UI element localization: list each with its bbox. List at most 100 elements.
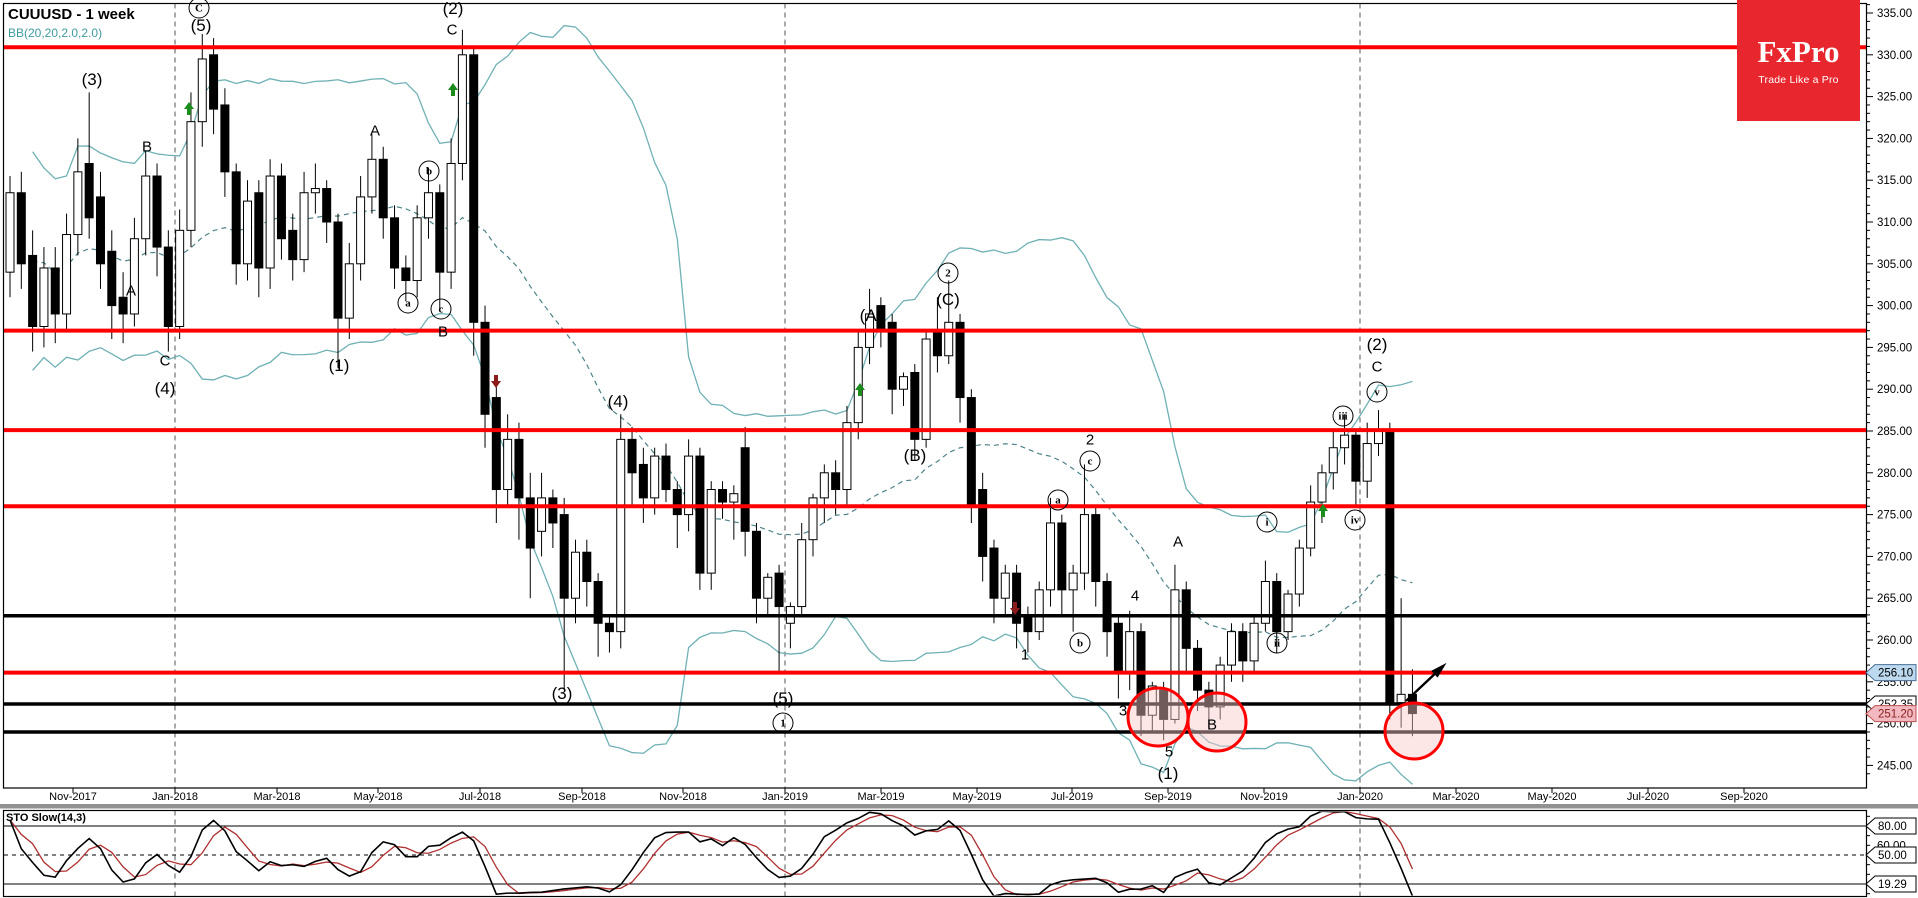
- price-tag-256.10: [1865, 664, 1917, 682]
- candle-down: [627, 438, 637, 474]
- highlight-ellipse: [1186, 691, 1248, 753]
- stochastic-panel: [4, 811, 1866, 896]
- candle-up: [39, 267, 49, 328]
- candle-down: [231, 171, 241, 265]
- candle-up: [423, 192, 433, 219]
- wave-label: (3): [551, 684, 573, 703]
- wave-label: C: [159, 352, 171, 370]
- wave-label: (4): [154, 379, 176, 398]
- candle-up: [1068, 572, 1078, 591]
- candle-up: [1125, 631, 1135, 674]
- candle-down: [469, 54, 479, 323]
- candle-down: [514, 438, 524, 499]
- wave-label: C: [446, 21, 458, 39]
- candle-down: [333, 221, 343, 319]
- wave-label: B: [437, 323, 449, 341]
- candle-down: [548, 497, 558, 524]
- price-axis-label: 265.00: [1877, 593, 1912, 605]
- candle-up: [1079, 514, 1089, 574]
- candle-up: [537, 497, 547, 532]
- wave-label-circled: iv: [1344, 509, 1366, 531]
- candle-down: [378, 158, 388, 219]
- price-axis-label: 290.00: [1877, 384, 1912, 396]
- green-up-arrow: [855, 383, 865, 396]
- date-axis-label: Jan-2020: [1337, 791, 1383, 803]
- candle-up: [197, 58, 207, 123]
- candle-down: [1238, 631, 1248, 662]
- candle-down: [1351, 434, 1361, 482]
- wave-label-circled: i: [1256, 511, 1278, 533]
- candle-down: [695, 455, 705, 574]
- wave-label: (C): [936, 290, 960, 309]
- candle-up: [1260, 580, 1270, 624]
- candle-up: [1362, 443, 1372, 482]
- candle-up: [5, 192, 15, 273]
- candle-down: [84, 162, 94, 219]
- candle-up: [1170, 589, 1180, 720]
- date-axis-label: Jul-2018: [458, 791, 502, 803]
- fxpro-logo: FxPro Trade Like a Pro: [1737, 0, 1860, 121]
- candle-up: [1147, 685, 1157, 716]
- candle-down: [480, 321, 490, 415]
- date-axis-label: Jul-2020: [1626, 791, 1670, 803]
- sto-panel-border: [2, 809, 1868, 898]
- candle-down: [16, 192, 26, 265]
- candle-down: [288, 229, 298, 261]
- projection-arrow: [1405, 668, 1441, 702]
- horizontal-levels: [4, 45, 1866, 734]
- candle-down: [276, 175, 286, 240]
- date-axis-label: Mar-2019: [857, 791, 905, 803]
- date-axis-label: Mar-2018: [253, 791, 301, 803]
- candle-up: [1034, 589, 1044, 633]
- candle-up: [684, 455, 694, 516]
- candle-up: [265, 175, 275, 269]
- candle-down: [582, 551, 592, 582]
- price-axis-label: 300.00: [1877, 301, 1912, 313]
- date-axis-label: Nov-2019: [1240, 791, 1288, 803]
- candle-down: [107, 250, 117, 307]
- wave-label: C: [1371, 358, 1383, 376]
- wave-label-circled: a: [397, 292, 419, 314]
- candle-down: [887, 321, 897, 390]
- candle-down: [932, 330, 942, 357]
- price-axis-label: 315.00: [1877, 175, 1912, 187]
- candle-up: [1340, 434, 1350, 449]
- price-axis-label: 270.00: [1877, 551, 1912, 563]
- wave-label: (1): [1157, 764, 1179, 783]
- candle-down: [401, 267, 411, 282]
- wave-label: 4: [1130, 587, 1140, 605]
- wave-label: 3: [1118, 702, 1128, 720]
- sto-tag-80: [1865, 817, 1917, 835]
- candle-up: [1328, 447, 1338, 474]
- candle-up: [1396, 693, 1406, 704]
- wave-label-circled: v: [1366, 381, 1388, 403]
- candle-up: [1374, 430, 1384, 445]
- candle-down: [910, 371, 920, 440]
- wave-label: (A): [859, 306, 883, 325]
- price-axis-label: 280.00: [1877, 468, 1912, 480]
- candle-up: [367, 158, 377, 198]
- candle-down: [163, 246, 173, 327]
- candle-down: [1113, 622, 1123, 674]
- date-axis-label: Mar-2020: [1432, 791, 1480, 803]
- price-axis-label: 275.00: [1877, 510, 1912, 522]
- fxpro-logo-text: FxPro: [1757, 33, 1840, 69]
- wave-label: (4): [607, 392, 629, 411]
- candle-down: [254, 192, 264, 269]
- sto-k-line: [9, 811, 1414, 896]
- price-tag-256.10-text: 256.10: [1878, 668, 1913, 680]
- candle-down: [559, 514, 569, 599]
- candle-up: [73, 171, 83, 236]
- candle-up: [457, 54, 467, 164]
- candle-up: [1294, 547, 1304, 595]
- wave-label-circled: 2: [937, 262, 959, 284]
- wave-label: A: [1172, 533, 1184, 551]
- candle-up: [129, 238, 139, 315]
- candle-up: [344, 263, 354, 319]
- candle-down: [989, 547, 999, 599]
- sto-tag-50-text: 50.00: [1878, 850, 1907, 862]
- wave-label-circled: c: [1079, 450, 1101, 472]
- candle-up: [1249, 622, 1259, 662]
